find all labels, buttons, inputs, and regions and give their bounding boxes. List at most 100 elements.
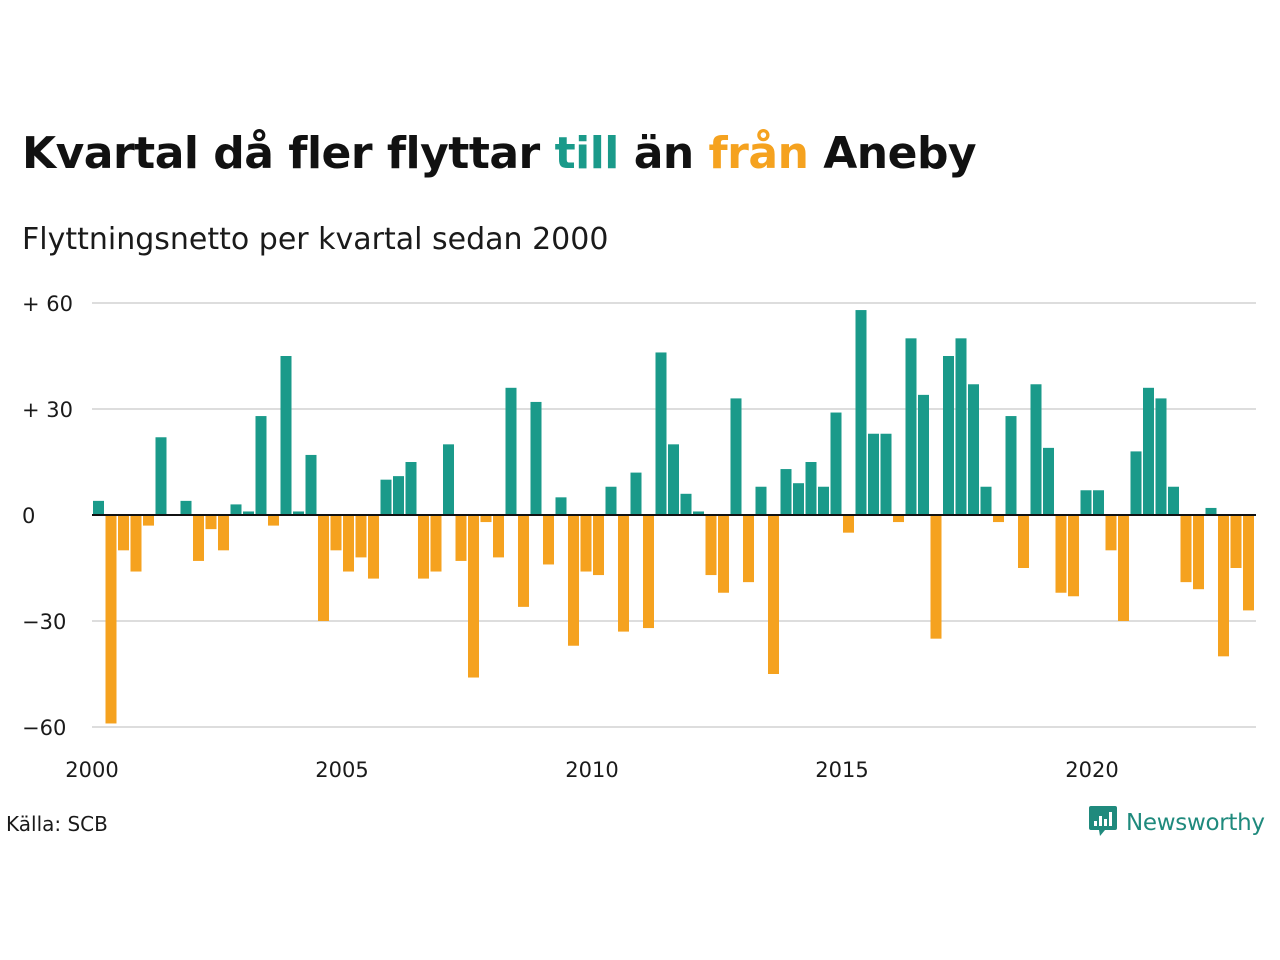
bar	[1118, 515, 1129, 621]
bar	[430, 515, 442, 572]
y-tick-label: + 60	[22, 292, 73, 316]
bar	[1105, 515, 1117, 551]
bars	[93, 310, 1254, 724]
bar	[1155, 398, 1167, 515]
bar	[955, 338, 967, 515]
x-tick-label: 2015	[815, 758, 868, 782]
bar	[693, 511, 704, 515]
bar	[605, 486, 617, 515]
bar	[918, 394, 929, 515]
x-axis-ticks: 2000 2005 2010 2015 2020	[65, 758, 1118, 782]
bar	[143, 515, 154, 526]
bar	[230, 504, 242, 515]
bar	[705, 515, 717, 576]
bar	[543, 515, 554, 565]
bar	[405, 462, 417, 515]
bar	[993, 515, 1004, 523]
bar	[568, 515, 579, 646]
bar	[880, 433, 892, 515]
bar	[555, 497, 567, 515]
bar	[643, 515, 654, 629]
bar	[205, 515, 217, 530]
bar	[1205, 507, 1217, 515]
bar	[1130, 451, 1142, 515]
x-tick-label: 2000	[65, 758, 118, 782]
bar	[580, 515, 592, 572]
source-note: Källa: SCB	[6, 812, 108, 836]
newsworthy-logo-icon	[1088, 804, 1118, 842]
bar	[93, 500, 104, 515]
bar	[818, 486, 829, 515]
y-tick-label: + 30	[22, 398, 73, 422]
bar	[293, 511, 304, 515]
bar	[343, 515, 354, 572]
bar	[593, 515, 604, 576]
bar	[330, 515, 342, 551]
bar	[368, 515, 379, 579]
bar	[305, 454, 317, 515]
bar	[1018, 515, 1029, 568]
bar	[443, 444, 454, 515]
bar	[193, 515, 204, 561]
bar	[1180, 515, 1192, 583]
bar	[630, 472, 642, 515]
bar	[1218, 515, 1229, 657]
title-place: Aneby	[823, 128, 977, 179]
bar	[893, 515, 904, 523]
bar	[105, 515, 117, 724]
y-tick-label: −60	[22, 716, 66, 740]
chart-title: Kvartal då fler flyttar till än från Ane…	[22, 128, 977, 179]
y-axis-ticks: + 60 + 30 0 −30 −60	[22, 292, 73, 740]
bar	[1030, 384, 1042, 515]
bar	[268, 515, 279, 526]
brand-name: Newsworthy	[1126, 810, 1265, 836]
bar	[255, 416, 267, 515]
x-tick-label: 2005	[315, 758, 368, 782]
bar	[730, 398, 742, 515]
bar	[755, 486, 767, 515]
bar	[768, 515, 779, 674]
chart-subtitle: Flyttningsnetto per kvartal sedan 2000	[22, 222, 609, 257]
bar	[680, 493, 692, 515]
bar	[1080, 490, 1092, 515]
bar	[655, 352, 667, 515]
bar	[718, 515, 729, 593]
bar	[280, 356, 292, 515]
bar	[855, 310, 867, 515]
bar	[468, 515, 479, 678]
bar	[1230, 515, 1242, 568]
y-tick-label: 0	[22, 504, 35, 528]
bar	[743, 515, 754, 583]
title-mid: än	[633, 128, 695, 179]
bar	[1243, 515, 1254, 611]
y-tick-label: −30	[22, 610, 66, 634]
bar	[530, 401, 542, 515]
net-migration-bar-chart: + 60 + 30 0 −30 −60 2000 2005 2010 2015 2020	[22, 292, 1256, 782]
bar	[980, 486, 992, 515]
bar	[480, 515, 492, 523]
bar	[1168, 486, 1179, 515]
bar	[1005, 416, 1017, 515]
bar	[843, 515, 854, 533]
bar	[1043, 447, 1054, 515]
bar	[393, 476, 404, 515]
bar	[1068, 515, 1079, 597]
bar	[518, 515, 529, 607]
bar	[780, 469, 792, 515]
brand-logo[interactable]: Newsworthy	[1088, 804, 1265, 842]
title-part1: Kvartal då fler flyttar	[22, 128, 540, 179]
title-to-highlight: till	[554, 128, 620, 179]
x-tick-label: 2010	[565, 758, 618, 782]
bar	[905, 338, 917, 515]
bar	[805, 462, 817, 515]
x-tick-label: 2020	[1065, 758, 1118, 782]
bar	[418, 515, 429, 579]
bar	[130, 515, 142, 572]
bar	[318, 515, 329, 621]
bar	[943, 356, 954, 515]
bar	[1055, 515, 1067, 593]
bar	[868, 433, 879, 515]
bar	[493, 515, 504, 558]
title-from-highlight: från	[708, 128, 809, 179]
bar	[218, 515, 229, 551]
